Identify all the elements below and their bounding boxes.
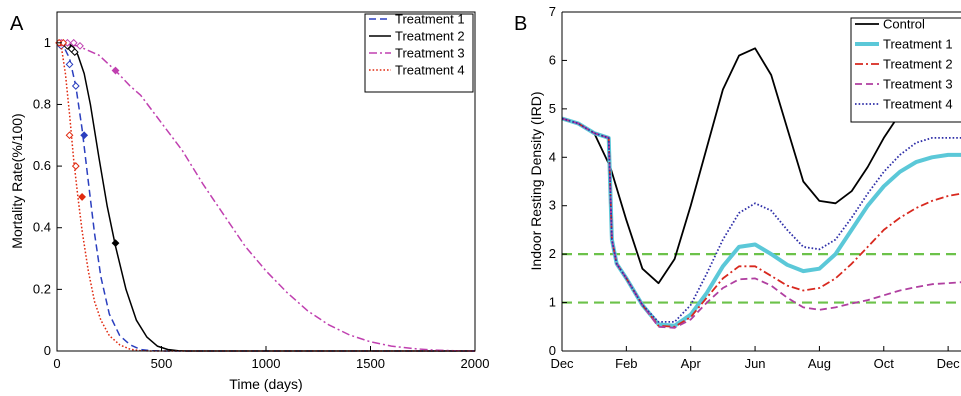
- legend-label: Treatment 2: [395, 29, 465, 44]
- data-point-marker: [78, 193, 86, 201]
- legend-label: Control: [883, 17, 925, 32]
- y-tick-label: 5: [549, 101, 556, 116]
- panel-a-legend-box: [364, 13, 474, 93]
- series-line: [561, 117, 961, 328]
- legend-label: Treatment 4: [883, 97, 953, 112]
- panel-b: B Dec Feb Apr Jun Aug Oct Dec 0 1 2 3 4 5 6 7 Indoor …: [514, 4, 961, 371]
- panel-a: A 0 500 1000 1500 2000 0 0.2 0.4 0.6 0.8 1 Time (…: [9, 11, 489, 392]
- legend-label: Treatment 3: [395, 46, 465, 61]
- series-line: [561, 116, 961, 328]
- x-tick-label: Aug: [808, 356, 831, 371]
- x-tick-label: 500: [151, 356, 173, 371]
- y-tick-label: 0.2: [33, 281, 51, 296]
- legend-label: Treatment 2: [883, 57, 953, 72]
- y-tick-label: 0: [549, 343, 556, 358]
- panel-b-letter: B: [514, 13, 527, 35]
- data-point-marker: [80, 131, 89, 140]
- x-tick-label: 1000: [252, 356, 281, 371]
- panel-a-y-ticks: 0 0.2 0.4 0.6 0.8 1: [33, 35, 62, 358]
- legend-label: Treatment 3: [883, 77, 953, 92]
- y-tick-label: 4: [549, 149, 556, 164]
- data-point-marker: [111, 66, 120, 75]
- data-point-marker: [111, 239, 120, 248]
- series-line: [561, 117, 961, 329]
- x-tick-label: Feb: [615, 356, 637, 371]
- y-tick-label: 0: [44, 343, 51, 358]
- panel-b-x-ticks: Dec Feb Apr Jun Aug Oct Dec: [550, 346, 960, 371]
- data-point-marker: [71, 82, 80, 90]
- panel-a-x-axis-title: Time (days): [229, 376, 302, 392]
- data-point-marker: [76, 41, 84, 50]
- x-tick-label: Oct: [874, 356, 895, 371]
- x-tick-label: Dec: [937, 356, 961, 371]
- legend-label: Treatment 4: [395, 63, 465, 78]
- panel-a-legend: Treatment 1 Treatment 2 Treatment 3 Treatme…: [364, 12, 474, 93]
- data-point-marker: [70, 48, 79, 56]
- y-tick-label: 1: [44, 35, 51, 50]
- legend-label: Treatment 1: [883, 37, 953, 52]
- x-tick-label: Dec: [550, 356, 574, 371]
- x-tick-label: 2000: [461, 356, 490, 371]
- panel-b-legend-box: [850, 17, 961, 123]
- panel-b-y-ticks: 0 1 2 3 4 5 6 7: [549, 4, 567, 358]
- data-point-marker: [69, 38, 78, 47]
- y-tick-label: 0.6: [33, 158, 51, 173]
- data-point-marker: [71, 162, 80, 170]
- y-tick-label: 0.8: [33, 96, 51, 111]
- panel-a-x-ticks: 0 500 1000 1500 2000: [53, 346, 489, 371]
- y-tick-label: 6: [549, 52, 556, 67]
- y-tick-label: 3: [549, 198, 556, 213]
- data-point-marker: [65, 131, 74, 140]
- data-point-marker: [65, 60, 74, 69]
- x-tick-label: 1500: [356, 356, 385, 371]
- data-point-marker: [59, 38, 68, 47]
- x-tick-label: Apr: [681, 356, 702, 371]
- series-line: [561, 117, 961, 323]
- x-tick-label: 0: [53, 356, 60, 371]
- x-tick-label: Jun: [745, 356, 766, 371]
- panel-b-y-axis-title: Indoor Resting Density (IRD): [528, 92, 544, 271]
- y-tick-label: 7: [549, 4, 556, 19]
- legend-label: Treatment 1: [395, 12, 465, 27]
- panel-b-legend: Control Treatment 1 Treatment 2 Treatment 3…: [850, 17, 961, 123]
- y-tick-label: 2: [549, 246, 556, 261]
- y-tick-label: 1: [549, 295, 556, 310]
- panel-a-y-axis-title: Mortality Rate(%/100): [9, 113, 25, 248]
- panel-a-letter: A: [10, 13, 24, 35]
- panel-a-plot-area: [55, 38, 476, 352]
- y-tick-label: 0.4: [33, 220, 51, 235]
